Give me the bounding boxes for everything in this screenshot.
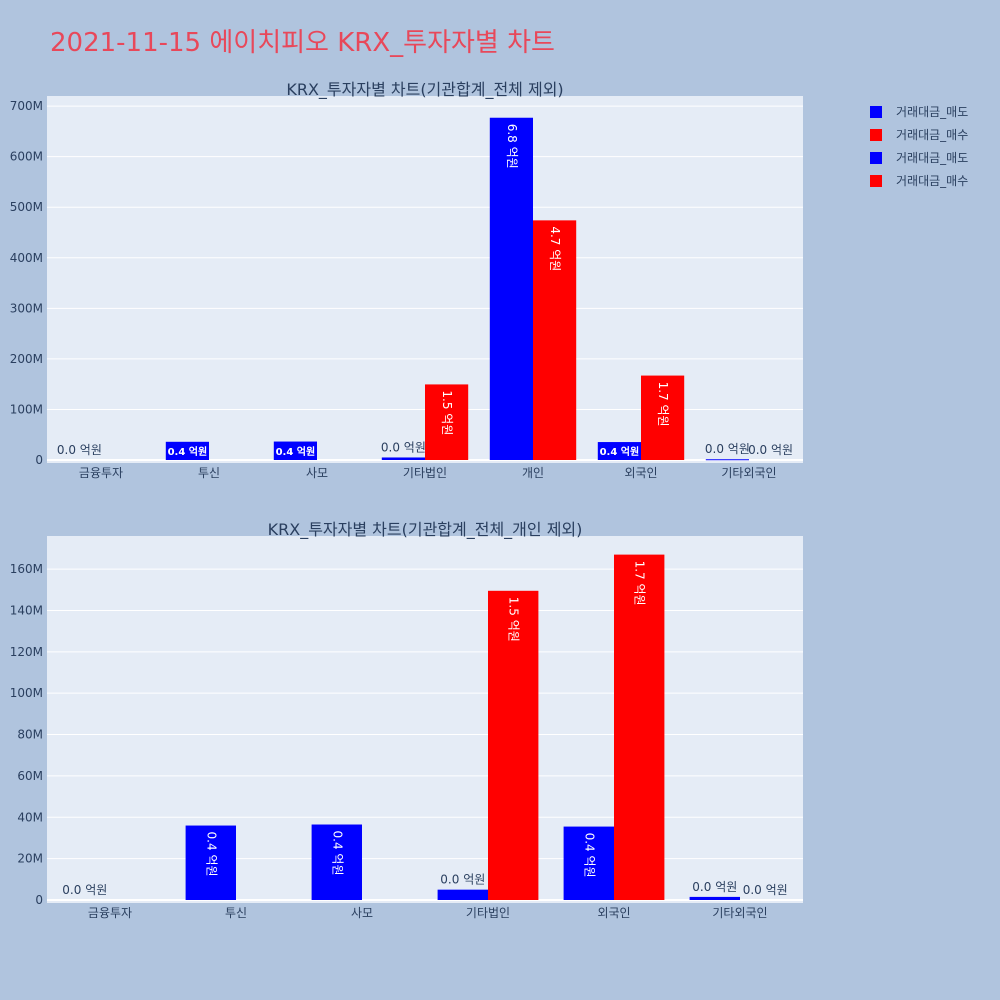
bar-sell	[381, 457, 425, 460]
x-tick-label: 기타외국인	[721, 466, 776, 480]
bar-label: 0.4 억원	[582, 833, 596, 878]
y-tick-label: 0	[35, 453, 43, 467]
legend-swatch-buy	[870, 128, 882, 141]
bar-label: 0.0 억원	[57, 443, 102, 457]
bar-label: 1.5 억원	[440, 390, 454, 435]
legend-item-buy-2[interactable]: 거래대금_매수	[870, 169, 968, 192]
bar-buy	[614, 554, 665, 900]
bar-label: 1.7 억원	[656, 382, 670, 427]
bar-label: 0.4 억원	[330, 831, 344, 876]
chart-title-1: KRX_투자자별 차트(기관합계_전체 제외)	[286, 80, 563, 100]
y-tick-label: 0	[35, 893, 43, 907]
y-tick-label: 80M	[17, 728, 43, 742]
bar-label: 0.4 억원	[600, 445, 640, 458]
legend-swatch-buy	[870, 174, 882, 187]
legend-swatch-sell	[870, 105, 882, 118]
bar-label: 0.0 억원	[692, 880, 737, 894]
y-tick-label: 500M	[10, 200, 43, 214]
legend-item-sell-2[interactable]: 거래대금_매도	[870, 146, 968, 169]
x-tick-label: 기타법인	[403, 466, 447, 480]
bar-sell	[437, 889, 488, 900]
y-tick-label: 300M	[10, 301, 43, 315]
y-tick-label: 20M	[17, 852, 43, 866]
bar-label: 0.4 억원	[168, 445, 208, 458]
y-tick-label: 400M	[10, 251, 43, 265]
x-tick-label: 외국인	[624, 466, 657, 480]
legend-item-buy-1[interactable]: 거래대금_매수	[870, 123, 968, 146]
bar-sell	[689, 896, 740, 900]
bar-sell	[273, 441, 317, 460]
bar-sell	[489, 117, 533, 460]
x-tick-label: 투신	[198, 466, 220, 480]
legend-label-buy: 거래대금_매수	[896, 128, 969, 142]
bar-label: 0.0 억원	[440, 873, 485, 887]
bar-label: 1.5 억원	[507, 597, 521, 642]
bar-buy	[488, 590, 539, 900]
legend[interactable]: 거래대금_매도 거래대금_매수 거래대금_매도 거래대금_매수	[870, 100, 968, 192]
y-tick-label: 600M	[10, 150, 43, 164]
bar-buy	[425, 384, 469, 460]
bar-label: 0.4 억원	[204, 832, 218, 877]
y-tick-label: 160M	[10, 562, 43, 576]
bar-sell	[597, 442, 641, 460]
x-tick-label: 외국인	[597, 906, 630, 920]
bar-buy	[533, 220, 577, 460]
y-tick-label: 120M	[10, 645, 43, 659]
y-tick-label: 100M	[10, 686, 43, 700]
bar-label: 0.0 억원	[748, 443, 793, 457]
bar-label: 6.8 억원	[505, 124, 519, 169]
x-tick-label: 기타외국인	[712, 906, 767, 920]
bar-label: 0.0 억원	[743, 883, 788, 897]
bar-sell	[311, 824, 362, 900]
bar-sell	[185, 825, 236, 900]
bar-label: 0.4 억원	[276, 445, 316, 458]
x-tick-label: 개인	[522, 466, 544, 480]
x-tick-label: 금융투자	[88, 906, 132, 920]
page-title: 2021-11-15 에이치피오 KRX_투자자별 차트	[50, 28, 555, 58]
y-tick-label: 100M	[10, 402, 43, 416]
y-tick-label: 700M	[10, 99, 43, 113]
legend-label-sell: 거래대금_매도	[896, 151, 969, 165]
y-tick-label: 140M	[10, 603, 43, 617]
bar-label: 4.7 억원	[548, 226, 562, 271]
legend-swatch-sell	[870, 151, 882, 164]
x-tick-label: 투신	[225, 906, 247, 920]
bar-sell	[563, 826, 614, 900]
x-tick-label: 기타법인	[466, 906, 510, 920]
legend-item-sell-1[interactable]: 거래대금_매도	[870, 100, 968, 123]
y-tick-label: 200M	[10, 352, 43, 366]
bar-label: 0.0 억원	[62, 883, 107, 897]
x-tick-label: 사모	[306, 466, 328, 480]
plot-area-2	[47, 536, 803, 903]
chart-title-2: KRX_투자자별 차트(기관합계_전체_개인 제외)	[268, 520, 583, 540]
legend-label-sell: 거래대금_매도	[896, 105, 969, 119]
bar-label: 0.0 억원	[381, 440, 426, 454]
x-tick-label: 금융투자	[79, 466, 123, 480]
bar-sell	[165, 441, 209, 460]
x-tick-label: 사모	[351, 906, 373, 920]
legend-label-buy: 거래대금_매수	[896, 174, 969, 188]
bar-label: 0.0 억원	[705, 442, 750, 456]
bar-sell	[705, 459, 749, 461]
y-tick-label: 60M	[17, 769, 43, 783]
bar-label: 1.7 억원	[633, 561, 647, 606]
y-tick-label: 40M	[17, 810, 43, 824]
bar-buy	[641, 375, 685, 460]
